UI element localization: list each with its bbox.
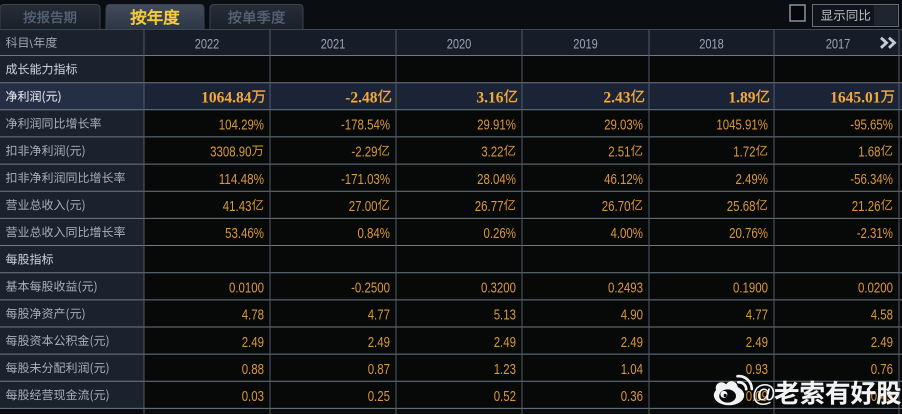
svg-text:-178.54%: -178.54% (341, 118, 390, 134)
svg-text:20.76%: 20.76% (729, 226, 768, 242)
svg-text:26.77: 26.77 (475, 199, 504, 215)
svg-text:0.84%: 0.84% (358, 226, 391, 242)
svg-text:1045.91%: 1045.91% (716, 118, 768, 134)
svg-text:-2.31%: -2.31% (857, 226, 893, 242)
svg-text:2019: 2019 (573, 36, 598, 52)
svg-text:0.87: 0.87 (368, 362, 390, 378)
svg-text:2.49: 2.49 (494, 335, 516, 351)
svg-text:1.04: 1.04 (621, 362, 643, 378)
svg-text:-56.34%: -56.34% (850, 172, 893, 188)
svg-text:4.58: 4.58 (871, 308, 893, 324)
svg-text:1.23: 1.23 (494, 362, 516, 378)
svg-text:4.77: 4.77 (746, 308, 768, 324)
svg-text:0.09: 0.09 (746, 389, 768, 405)
svg-text:2020: 2020 (447, 36, 472, 52)
svg-text:2.49: 2.49 (871, 335, 893, 351)
svg-text:1.89: 1.89 (728, 90, 755, 107)
svg-text:2017: 2017 (826, 36, 851, 52)
svg-text:2022: 2022 (195, 36, 220, 52)
svg-text:1645.01: 1645.01 (830, 90, 880, 107)
svg-text:5.13: 5.13 (494, 308, 516, 324)
svg-text:4.00%: 4.00% (611, 226, 644, 242)
svg-text:0.1900: 0.1900 (733, 281, 768, 297)
svg-text:2.49: 2.49 (621, 335, 643, 351)
svg-text:2018: 2018 (699, 36, 724, 52)
svg-text:114.48%: 114.48% (219, 172, 264, 188)
svg-text:1.72: 1.72 (733, 145, 755, 161)
svg-text:2.51: 2.51 (608, 145, 630, 161)
svg-text:0.26%: 0.26% (484, 226, 517, 242)
svg-text:2.49: 2.49 (746, 335, 768, 351)
svg-text:0.93: 0.93 (746, 362, 768, 378)
svg-text:25.68: 25.68 (727, 199, 756, 215)
svg-text:0.2493: 0.2493 (608, 281, 643, 297)
svg-text:3.22: 3.22 (481, 145, 503, 161)
svg-text:-95.65%: -95.65% (850, 118, 893, 134)
svg-text:0.88: 0.88 (242, 362, 264, 378)
svg-text:2021: 2021 (321, 36, 346, 52)
svg-text:104.29%: 104.29% (219, 118, 264, 134)
svg-text:27.00: 27.00 (349, 199, 378, 215)
svg-text:4.78: 4.78 (242, 308, 264, 324)
svg-text:0.25: 0.25 (368, 389, 390, 405)
svg-text:0.0200: 0.0200 (858, 281, 893, 297)
svg-text:0.76: 0.76 (871, 362, 893, 378)
svg-text:\: \ (30, 37, 34, 51)
svg-text:41.43: 41.43 (223, 199, 252, 215)
svg-text:0.03: 0.03 (242, 389, 264, 405)
svg-text:2.43: 2.43 (603, 90, 630, 107)
svg-text:1064.84: 1064.84 (201, 90, 252, 107)
svg-text:2.49: 2.49 (368, 335, 390, 351)
svg-text:29.03%: 29.03% (604, 118, 643, 134)
svg-text:2.49%: 2.49% (736, 172, 769, 188)
svg-text:3308.90: 3308.90 (210, 145, 251, 161)
svg-text:4.77: 4.77 (368, 308, 390, 324)
svg-text:4.90: 4.90 (621, 308, 643, 324)
svg-text:3.16: 3.16 (476, 90, 503, 107)
svg-text:1.68: 1.68 (858, 145, 880, 161)
svg-text:0.36: 0.36 (621, 389, 643, 405)
svg-text:-2.29: -2.29 (351, 145, 377, 161)
svg-text:0.3200: 0.3200 (481, 281, 516, 297)
svg-text:0.52: 0.52 (494, 389, 516, 405)
svg-text:26.70: 26.70 (602, 199, 631, 215)
svg-text:29.91%: 29.91% (477, 118, 516, 134)
svg-text:@: @ (752, 381, 777, 408)
svg-text:21.26: 21.26 (852, 199, 881, 215)
svg-text:2.49: 2.49 (242, 335, 264, 351)
svg-text:-2.48: -2.48 (345, 90, 378, 107)
svg-text:-0.2500: -0.2500 (351, 281, 390, 297)
svg-text:28.04%: 28.04% (477, 172, 516, 188)
svg-text:53.46%: 53.46% (225, 226, 264, 242)
svg-text:0.0100: 0.0100 (229, 281, 264, 297)
svg-text:-171.03%: -171.03% (341, 172, 390, 188)
svg-text:46.12%: 46.12% (604, 172, 643, 188)
